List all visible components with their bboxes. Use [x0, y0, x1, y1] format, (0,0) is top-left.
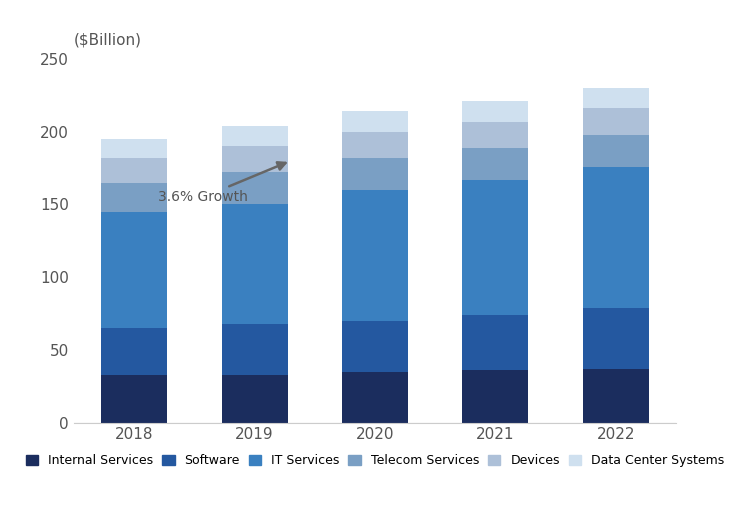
Bar	[101, 183, 167, 212]
Bar	[342, 112, 408, 132]
Bar	[101, 139, 167, 158]
Bar	[583, 307, 649, 369]
Bar	[221, 204, 288, 324]
Bar	[462, 315, 529, 370]
Text: ($Billion): ($Billion)	[74, 32, 142, 47]
Bar	[221, 374, 288, 423]
Bar	[462, 179, 529, 315]
Text: 3.6% Growth: 3.6% Growth	[158, 162, 286, 204]
Bar	[221, 173, 288, 204]
Bar	[101, 212, 167, 328]
Bar	[342, 190, 408, 321]
Bar	[583, 88, 649, 108]
Bar	[583, 167, 649, 307]
Bar	[583, 135, 649, 167]
Bar	[342, 321, 408, 372]
Bar	[342, 372, 408, 423]
Bar	[462, 122, 529, 148]
Legend: Internal Services, Software, IT Services, Telecom Services, Devices, Data Center: Internal Services, Software, IT Services…	[26, 454, 724, 467]
Bar	[583, 108, 649, 135]
Bar	[221, 126, 288, 146]
Bar	[101, 374, 167, 423]
Bar	[462, 101, 529, 122]
Bar	[583, 369, 649, 423]
Bar	[462, 370, 529, 423]
Bar	[101, 328, 167, 374]
Bar	[221, 146, 288, 173]
Bar	[342, 158, 408, 190]
Bar	[101, 158, 167, 183]
Bar	[462, 148, 529, 179]
Bar	[221, 324, 288, 374]
Bar	[342, 132, 408, 158]
